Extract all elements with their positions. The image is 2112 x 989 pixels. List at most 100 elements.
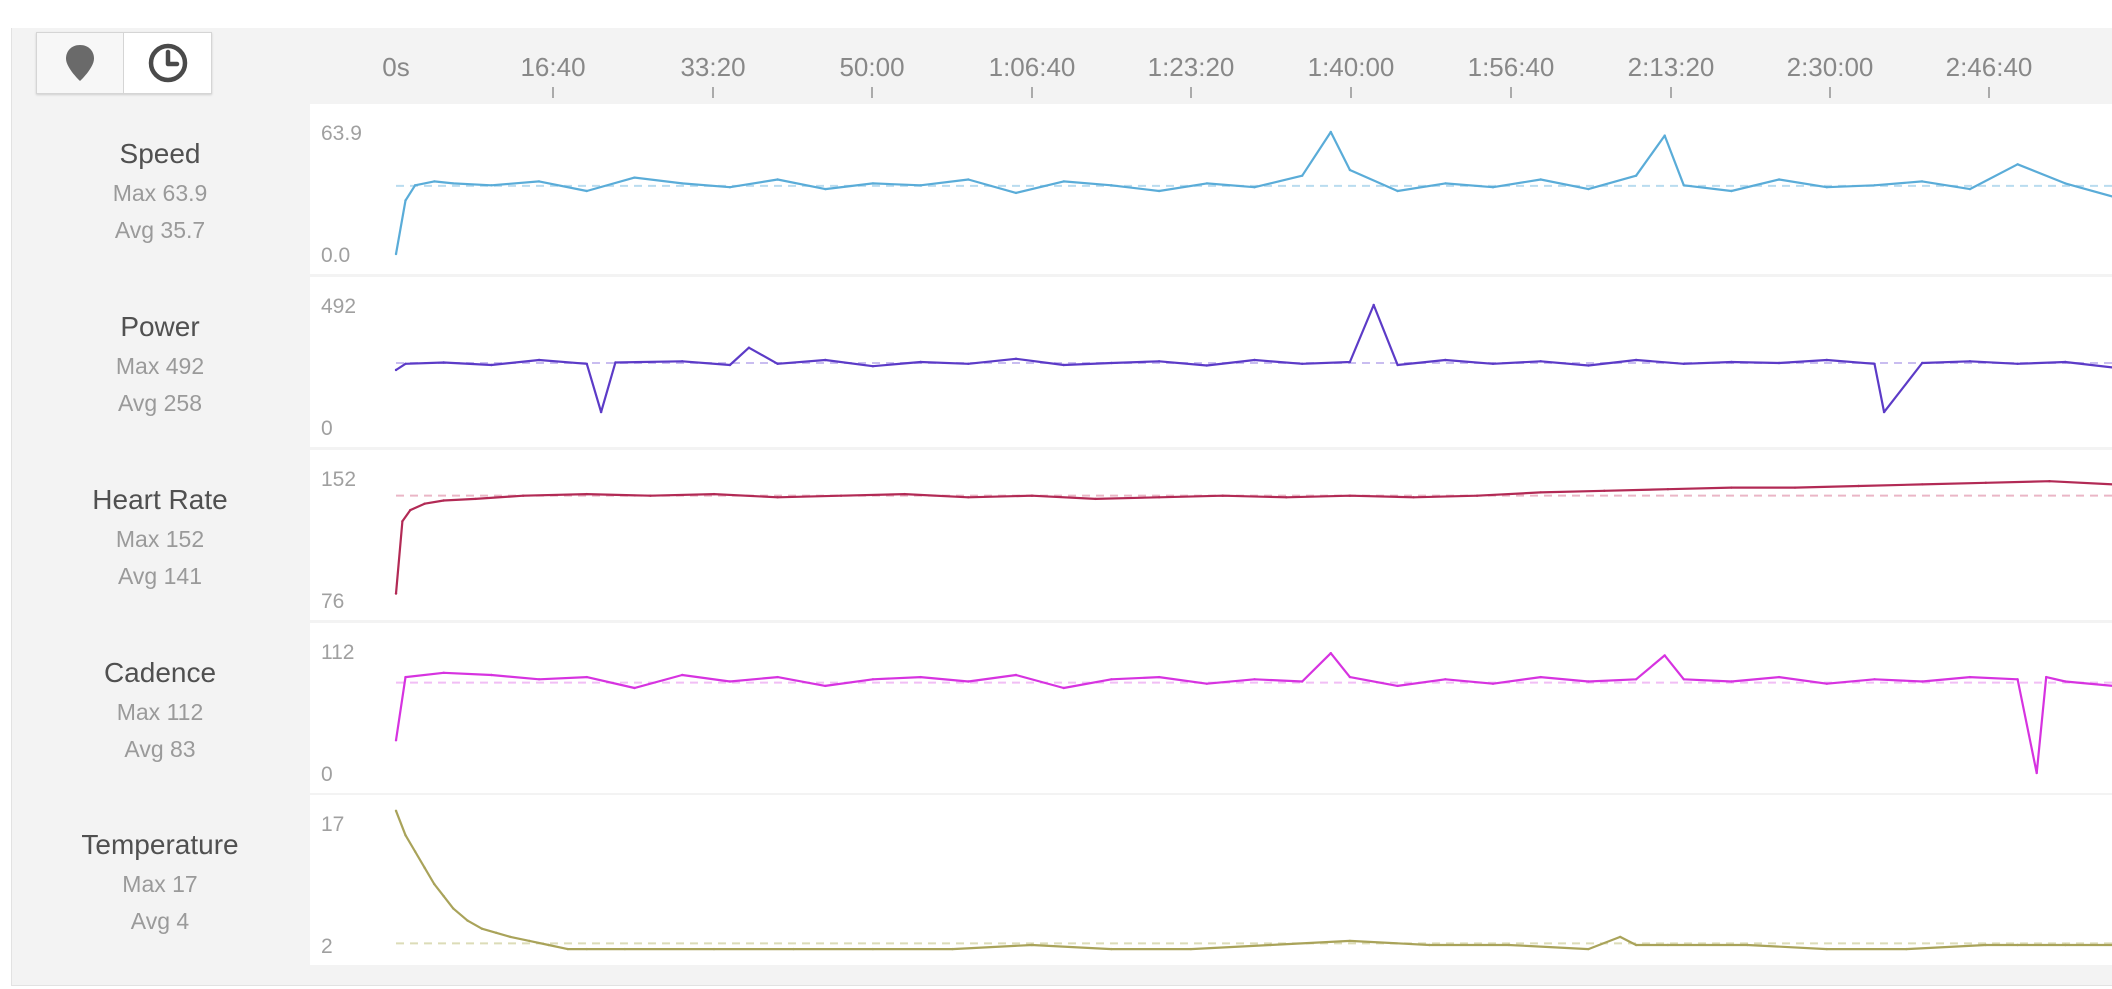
data-point bbox=[681, 360, 684, 363]
data-point bbox=[404, 834, 407, 837]
data-point bbox=[433, 882, 436, 886]
data-point bbox=[490, 184, 493, 187]
data-point bbox=[1348, 168, 1352, 172]
data-point bbox=[585, 362, 588, 365]
data-point bbox=[776, 675, 779, 679]
data-point bbox=[1253, 186, 1256, 189]
data-point bbox=[547, 943, 550, 947]
metric-row: Power Max 492 Avg 258 492 0 bbox=[12, 277, 2112, 447]
data-point bbox=[1539, 491, 1542, 494]
data-point bbox=[681, 182, 684, 185]
data-point bbox=[1329, 652, 1332, 655]
data-point bbox=[1968, 187, 1972, 191]
data-point bbox=[1110, 184, 1113, 187]
data-point bbox=[442, 499, 445, 502]
data-point bbox=[1682, 678, 1686, 681]
clock-icon bbox=[148, 43, 187, 83]
data-point bbox=[1873, 184, 1876, 187]
data-point bbox=[1730, 680, 1733, 683]
data-point bbox=[394, 592, 398, 595]
data-point bbox=[1921, 180, 1924, 183]
data-point bbox=[404, 675, 407, 679]
metric-avg: Avg 35.7 bbox=[114, 217, 206, 243]
data-point bbox=[1539, 675, 1542, 679]
line-chart bbox=[394, 480, 2112, 595]
data-point bbox=[649, 494, 652, 497]
data-point bbox=[1491, 362, 1495, 365]
data-point bbox=[1730, 360, 1733, 364]
data-point bbox=[919, 360, 922, 364]
data-point bbox=[1372, 303, 1375, 307]
data-point bbox=[585, 492, 588, 496]
data-point bbox=[490, 363, 493, 367]
data-point bbox=[442, 671, 445, 674]
map-view-button[interactable] bbox=[36, 32, 124, 94]
data-point bbox=[1730, 486, 1733, 489]
metric-plot: 112 0 bbox=[310, 623, 2112, 793]
data-point bbox=[1475, 494, 1479, 497]
data-point bbox=[712, 492, 716, 496]
data-point bbox=[1634, 678, 1638, 681]
data-point bbox=[1777, 178, 1781, 181]
metric-max: Max 492 bbox=[115, 353, 205, 379]
data-point bbox=[537, 358, 541, 362]
data-point bbox=[404, 362, 407, 365]
data-point bbox=[566, 947, 569, 951]
data-point bbox=[1110, 361, 1113, 365]
time-tick-mark bbox=[1510, 87, 1512, 98]
data-point bbox=[1682, 362, 1686, 365]
data-point bbox=[495, 931, 498, 934]
data-point bbox=[585, 189, 588, 193]
data-point bbox=[623, 947, 627, 951]
time-tick-label: 50:00 bbox=[839, 52, 905, 82]
time-tick-label: 33:20 bbox=[680, 52, 746, 82]
data-point bbox=[1301, 362, 1304, 365]
data-point bbox=[1329, 130, 1332, 134]
data-point bbox=[1396, 363, 1399, 367]
data-point bbox=[401, 520, 404, 523]
time-tick-mark bbox=[1190, 87, 1192, 98]
data-point bbox=[2016, 678, 2019, 681]
metric-label: Heart Rate Max 152 Avg 141 bbox=[12, 450, 308, 620]
data-point bbox=[394, 809, 398, 812]
data-point bbox=[585, 675, 588, 679]
data-point bbox=[1921, 361, 1924, 365]
data-point bbox=[1587, 364, 1590, 367]
data-point bbox=[839, 494, 843, 497]
data-point bbox=[1189, 947, 1193, 951]
data-point bbox=[1157, 360, 1161, 363]
metric-name: Power bbox=[120, 311, 200, 342]
data-point bbox=[633, 686, 636, 690]
data-point bbox=[967, 178, 970, 181]
data-point bbox=[712, 947, 716, 951]
y-min-label: 0.0 bbox=[321, 244, 351, 267]
data-point bbox=[442, 895, 445, 898]
metric-max: Max 152 bbox=[115, 526, 205, 552]
data-point bbox=[1882, 410, 1886, 414]
data-point bbox=[2035, 771, 2038, 775]
data-point bbox=[509, 935, 512, 939]
data-point bbox=[466, 919, 469, 922]
data-point bbox=[1205, 682, 1208, 685]
data-point bbox=[1301, 174, 1304, 177]
view-toggle bbox=[36, 32, 212, 94]
data-point bbox=[1968, 675, 1972, 679]
metric-avg: Avg 4 bbox=[130, 908, 190, 934]
time-tick-label: 0s bbox=[382, 52, 410, 82]
data-point bbox=[2064, 182, 2067, 185]
line-chart bbox=[394, 130, 2112, 256]
line-chart bbox=[394, 652, 2112, 775]
data-point bbox=[1921, 680, 1924, 683]
data-point bbox=[1014, 357, 1018, 360]
data-point bbox=[1348, 939, 1352, 943]
time-tick-label: 16:40 bbox=[520, 52, 586, 82]
data-point bbox=[1030, 943, 1034, 947]
time-tick-mark bbox=[1829, 87, 1831, 98]
series-line bbox=[395, 303, 2112, 414]
time-view-button[interactable] bbox=[124, 32, 212, 94]
y-max-label: 492 bbox=[321, 295, 357, 318]
data-point bbox=[1491, 682, 1495, 685]
data-point bbox=[824, 684, 827, 688]
data-point bbox=[792, 947, 795, 951]
data-point bbox=[1285, 496, 1288, 499]
